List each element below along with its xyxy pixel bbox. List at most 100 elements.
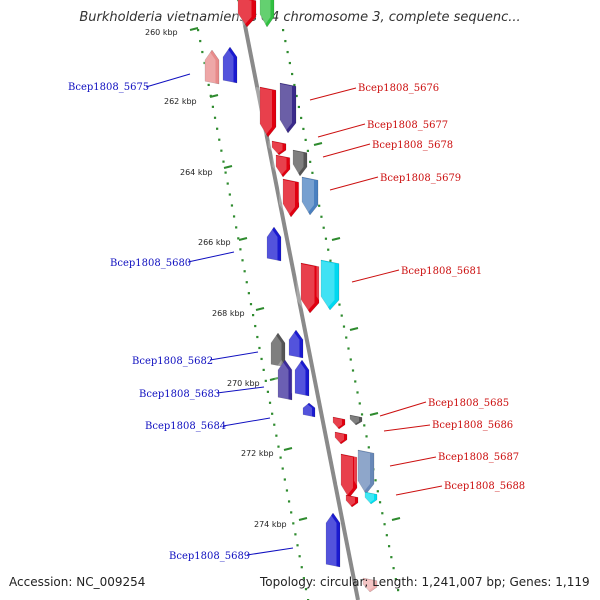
gene-label-bcep1808-5678[interactable]: Bcep1808_5678 <box>372 140 453 151</box>
gene-highlight <box>337 454 353 498</box>
scale-dot <box>282 29 285 32</box>
scale-tick-label: 270 kbp <box>227 379 260 388</box>
gene-label-bcep1808-5687[interactable]: Bcep1808_5687 <box>438 452 519 463</box>
feature-layer <box>201 0 378 593</box>
gene-label-bcep1808-5676[interactable]: Bcep1808_5676 <box>358 83 439 94</box>
gene-body <box>266 226 282 262</box>
gene-highlight <box>296 263 315 313</box>
scale-dot <box>298 555 301 558</box>
scale-tick <box>369 412 379 416</box>
gene-body <box>270 332 286 368</box>
gene-label-bcep1808-5680[interactable]: Bcep1808_5680 <box>110 258 191 269</box>
gene-label-bcep1808-5689[interactable]: Bcep1808_5689 <box>169 551 250 562</box>
gene-label-bcep1808-5677[interactable]: Bcep1808_5677 <box>367 120 448 131</box>
gene-body <box>259 86 277 138</box>
gene-highlight <box>291 360 306 396</box>
gene-label-bcep1808-5683[interactable]: Bcep1808_5683 <box>139 389 220 400</box>
map-title: Burkholderia vietnamiensis G4 chromosome… <box>79 10 521 25</box>
scale-dot <box>356 391 359 394</box>
scale-dot <box>245 281 248 284</box>
scale-dot <box>322 226 325 229</box>
scale-tick <box>209 94 219 98</box>
gene-label-bcep1808-5681[interactable]: Bcep1808_5681 <box>401 266 482 277</box>
gene-5676-b <box>276 82 297 134</box>
gene-label-bcep1808-5686[interactable]: Bcep1808_5686 <box>432 420 513 431</box>
scale-dot <box>397 589 400 592</box>
scale-tick <box>349 327 359 331</box>
scale-dot <box>286 50 289 54</box>
gene-body <box>204 49 220 85</box>
scale-dot <box>363 424 366 427</box>
scale-tick <box>331 237 341 241</box>
gene-label-bcep1808-5684[interactable]: Bcep1808_5684 <box>145 421 226 432</box>
scale-layer: 260 kbp 262 kbp 264 kbp 266 kbp 268 kbp 270 k… <box>145 0 401 600</box>
gene-body <box>325 512 341 568</box>
gene-body <box>282 178 300 218</box>
scale-tick-label: 264 kbp <box>180 168 213 177</box>
scale-dot <box>279 456 282 459</box>
scale-dot <box>235 226 238 229</box>
scale-dot <box>292 522 295 525</box>
gene-highlight <box>354 450 370 494</box>
gene-5681-a <box>296 262 320 314</box>
scale-dot <box>262 368 265 372</box>
scale-dot <box>197 29 200 32</box>
gene-body <box>301 176 319 216</box>
gene-label-bcep1808-5688[interactable]: Bcep1808_5688 <box>444 481 525 492</box>
gene-highlight <box>298 177 314 215</box>
gene-5675-b <box>219 46 238 84</box>
scale-dot <box>266 390 270 393</box>
scale-dot <box>218 138 221 141</box>
scale-dot <box>394 578 397 581</box>
scale-dot <box>295 94 298 98</box>
gene-highlight <box>347 415 359 425</box>
gene-5682-a <box>267 332 286 368</box>
scale-dot <box>211 105 215 108</box>
scale-dot <box>345 336 348 339</box>
scale-dot <box>230 204 234 207</box>
scale-tick <box>269 377 279 381</box>
gene-label-bcep1808-5675[interactable]: Bcep1808_5675 <box>68 82 149 93</box>
gene-5683-b <box>291 359 310 397</box>
gene-body <box>345 494 359 508</box>
gene-5688-a <box>343 494 359 508</box>
gene-highlight <box>233 0 252 27</box>
gene-label-bcep1808-5679[interactable]: Bcep1808_5679 <box>380 173 461 184</box>
scale-dot <box>258 346 261 350</box>
scale-dot <box>329 259 332 262</box>
scale-dot <box>374 479 377 482</box>
scale-dot <box>351 369 355 372</box>
summary-text: Topology: circular; Length: 1,241,007 bp… <box>260 575 590 589</box>
scale-dot <box>203 61 206 65</box>
scale-dot <box>271 412 274 415</box>
left-connectors <box>145 73 294 556</box>
scale-dot <box>354 380 357 383</box>
right-connectors <box>309 87 443 496</box>
scale-dot <box>392 567 395 570</box>
gene-body <box>277 359 293 401</box>
scale-tick <box>391 517 401 521</box>
gene-body <box>320 259 340 311</box>
gene-body <box>288 329 304 359</box>
gene-highlight <box>263 227 278 261</box>
gene-highlight <box>330 417 342 429</box>
scale-dot <box>222 160 225 163</box>
scale-dot <box>376 490 379 493</box>
label-layer: Bcep1808_5675 Bcep1808_5680 Bcep1808_568… <box>68 73 525 562</box>
scale-dot <box>268 401 272 404</box>
scale-dot <box>378 501 382 504</box>
scale-dot <box>367 446 370 449</box>
gene-label-bcep1808-5685[interactable]: Bcep1808_5685 <box>428 398 509 409</box>
scale-dot <box>260 357 263 361</box>
scale-dot <box>287 500 291 503</box>
backbone-layer <box>238 0 360 600</box>
scale-dot <box>237 237 240 240</box>
scale-dot <box>281 467 284 470</box>
scale-dot <box>297 105 300 109</box>
scale-dot <box>360 413 364 416</box>
gene-label-bcep1808-5682[interactable]: Bcep1808_5682 <box>132 356 213 367</box>
gene-5685-b <box>347 414 363 426</box>
gene-body <box>334 431 348 445</box>
scale-dot <box>381 512 384 515</box>
